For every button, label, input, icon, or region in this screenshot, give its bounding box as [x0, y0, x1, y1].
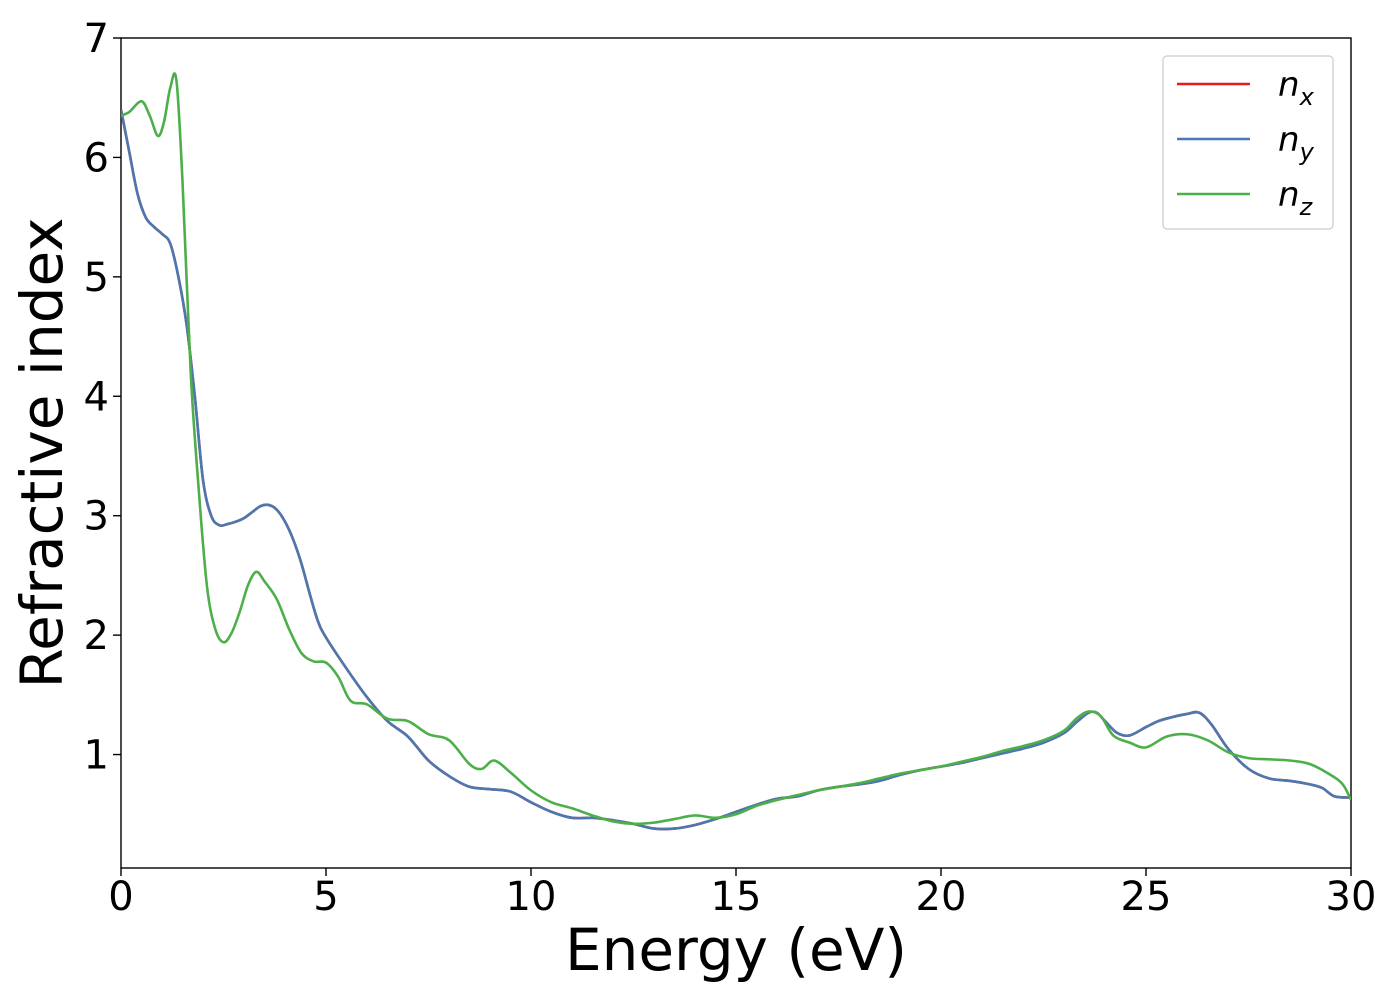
legend-label-n-z: nz — [1278, 175, 1314, 221]
legend-label-main: n — [1278, 175, 1300, 215]
x-tick-label: 0 — [108, 874, 133, 920]
y-tick-label: 2 — [84, 613, 109, 659]
series-line-n-y — [121, 109, 1351, 831]
x-tick-label: 10 — [506, 874, 557, 920]
legend-label-main: n — [1278, 65, 1300, 105]
y-tick-label: 5 — [84, 255, 109, 301]
legend-label-n-y: ny — [1278, 120, 1315, 166]
y-tick-label: 1 — [84, 733, 109, 779]
series-layer — [121, 72, 1351, 831]
legend-label-subscript: y — [1299, 138, 1315, 166]
series-line-n-z — [121, 72, 1351, 826]
x-tick-label: 15 — [711, 874, 762, 920]
y-tick-label: 6 — [84, 135, 109, 181]
legend-label-subscript: z — [1299, 193, 1314, 221]
x-tick-label: 25 — [1121, 874, 1172, 920]
legend-label-n-x: nx — [1278, 65, 1315, 111]
x-tick-label: 5 — [313, 874, 338, 920]
legend-label-subscript: x — [1299, 83, 1315, 111]
legend-frame — [1162, 55, 1334, 230]
y-tick-label: 3 — [84, 494, 109, 540]
x-tick-label: 30 — [1326, 874, 1377, 920]
x-axis-title: Energy (eV) — [565, 916, 907, 984]
x-axis-ticks: 0 5 10 15 20 25 30 — [108, 868, 1376, 920]
x-tick-label: 20 — [916, 874, 967, 920]
legend-label-main: n — [1278, 120, 1300, 160]
y-tick-label: 7 — [84, 16, 109, 62]
y-axis-ticks: 1 2 3 4 5 6 7 — [84, 16, 121, 779]
y-axis-title: Refractive index — [8, 217, 76, 688]
y-tick-label: 4 — [84, 374, 109, 420]
